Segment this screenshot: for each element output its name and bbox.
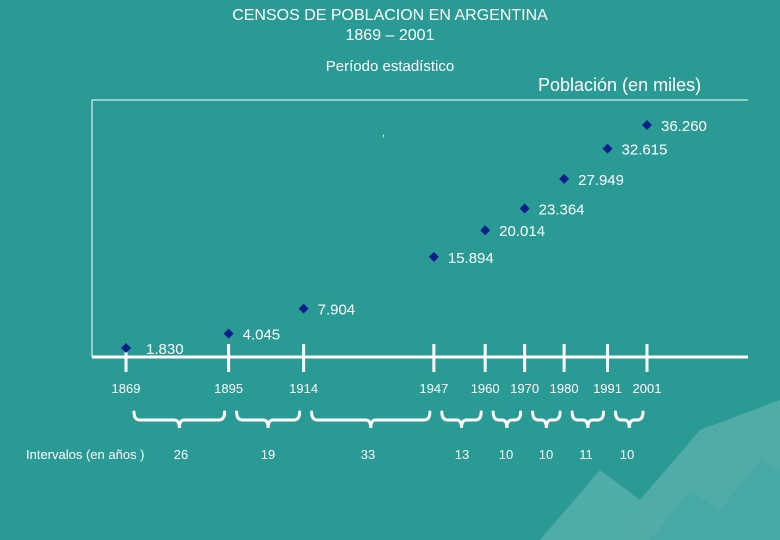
data-label-1991: 32.615 <box>622 142 668 159</box>
x-tick-label-1869: 1869 <box>112 381 141 396</box>
data-label-1947: 15.894 <box>448 250 494 267</box>
data-point-1991 <box>602 143 613 154</box>
background-texture <box>540 400 780 540</box>
interval-brace-7 <box>570 410 606 429</box>
x-axis-subtitle: Período estadístico <box>325 58 455 75</box>
data-point-1970 <box>519 203 530 214</box>
interval-value-6: 10 <box>539 447 553 462</box>
interval-brace-2 <box>235 410 302 429</box>
x-tick-label-1895: 1895 <box>214 381 243 396</box>
data-label-1895: 4.045 <box>243 327 281 344</box>
intervals-label: Intervalos (en años ) <box>26 447 145 462</box>
data-point-1895 <box>223 328 234 339</box>
x-tick-label-1914: 1914 <box>289 381 318 396</box>
chart-title-line1: CENSOS DE POBLACION EN ARGENTINA <box>232 7 548 24</box>
interval-brace-6 <box>531 410 562 429</box>
data-label-1980: 27.949 <box>578 172 624 189</box>
x-tick-label-1970: 1970 <box>510 381 539 396</box>
interval-brace-8 <box>614 410 645 429</box>
interval-brace-4 <box>440 410 483 429</box>
x-tick-label-1947: 1947 <box>419 381 448 396</box>
interval-value-7: 11 <box>579 447 593 462</box>
data-point-1960 <box>480 225 491 236</box>
y-axis-label: Población (en miles) <box>538 75 702 95</box>
data-label-1869: 1.830 <box>146 341 184 358</box>
data-label-2001: 36.260 <box>661 118 707 135</box>
data-label-1914: 7.904 <box>318 302 356 319</box>
x-tick-label-1960: 1960 <box>471 381 500 396</box>
interval-brace-5 <box>491 410 523 429</box>
data-point-1914 <box>298 303 309 314</box>
data-point-1947 <box>428 251 439 262</box>
interval-value-3: 33 <box>361 447 375 462</box>
data-point-1869 <box>121 343 131 353</box>
interval-brace-3 <box>310 410 432 429</box>
interval-value-1: 26 <box>174 447 188 462</box>
interval-value-2: 19 <box>261 447 275 462</box>
interval-value-8: 10 <box>620 447 634 462</box>
data-point-2001 <box>642 120 652 130</box>
stray-mark: , <box>382 127 385 139</box>
data-point-1980 <box>559 173 570 184</box>
x-tick-label-1980: 1980 <box>550 381 579 396</box>
chart-title-line2: 1869 – 2001 <box>345 27 435 44</box>
x-tick-label-2001: 2001 <box>633 381 662 396</box>
interval-value-4: 13 <box>455 447 469 462</box>
data-label-1960: 20.014 <box>499 223 545 240</box>
interval-brace-1 <box>132 410 227 429</box>
x-tick-label-1991: 1991 <box>593 381 622 396</box>
interval-value-5: 10 <box>499 447 513 462</box>
data-label-1970: 23.364 <box>539 202 585 219</box>
